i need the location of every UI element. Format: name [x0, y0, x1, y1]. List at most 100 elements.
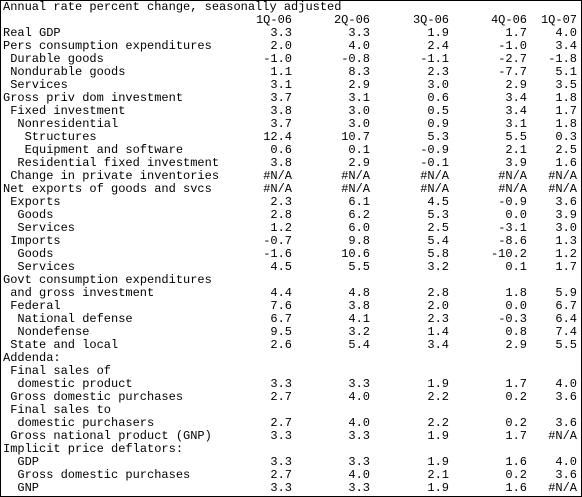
cell-value: 8.3	[348, 65, 370, 79]
cell-value: 2.3	[427, 312, 449, 326]
column-header: 1Q-06	[255, 13, 292, 27]
cell-value: 6.0	[348, 221, 370, 235]
cell-value: 3.9	[555, 208, 577, 222]
cell-value: 0.1	[348, 143, 370, 157]
cell-value: 2.5	[427, 221, 449, 235]
cell-value: 0.2	[505, 468, 527, 482]
cell-value: -0.7	[263, 234, 292, 248]
cell-value: -0.9	[420, 143, 449, 157]
cell-value: 1.7	[505, 26, 527, 40]
row-label: Implicit price deflators:	[3, 442, 184, 456]
cell-value: 9.5	[270, 325, 292, 339]
cell-value: 3.0	[555, 221, 577, 235]
row-label: Real GDP	[3, 26, 61, 40]
cell-value: 3.3	[270, 429, 292, 443]
cell-value: 9.8	[348, 234, 370, 248]
cell-value: 5.5	[348, 260, 370, 274]
cell-value: 3.3	[348, 481, 370, 495]
table-title: Annual rate percent change, seasonally a…	[3, 0, 342, 14]
row-label: Services	[17, 260, 75, 274]
cell-value: #N/A	[263, 182, 292, 196]
cell-value: 2.3	[270, 195, 292, 209]
row-label: Nonresidential	[17, 117, 119, 131]
row-label: National defense	[17, 312, 133, 326]
cell-value: 0.3	[555, 130, 577, 144]
cell-value: 2.0	[270, 39, 292, 53]
cell-value: 3.3	[270, 377, 292, 391]
cell-value: 4.1	[348, 312, 370, 326]
cell-value: 1.6	[505, 455, 527, 469]
cell-value: 3.3	[348, 377, 370, 391]
row-label: Final sales of	[10, 364, 112, 378]
cell-value: 1.6	[555, 156, 577, 170]
row-label: Imports	[10, 234, 61, 248]
row-label: Pers consumption expenditures	[3, 39, 212, 53]
cell-value: 4.8	[348, 286, 370, 300]
cell-value: #N/A	[548, 169, 577, 183]
cell-value: -1.8	[548, 52, 577, 66]
cell-value: 0.9	[427, 117, 449, 131]
row-label: Net exports of goods and svcs	[3, 182, 212, 196]
cell-value: 7.6	[270, 299, 292, 313]
cell-value: 3.9	[505, 156, 527, 170]
row-label: Nondurable goods	[10, 65, 126, 79]
cell-value: 4.5	[427, 195, 449, 209]
cell-value: 0.8	[505, 325, 527, 339]
cell-value: -0.1	[420, 156, 449, 170]
cell-value: -3.1	[498, 221, 527, 235]
cell-value: 0.2	[505, 416, 527, 430]
cell-value: 1.8	[555, 117, 577, 131]
cell-value: 3.6	[555, 468, 577, 482]
cell-value: 4.0	[348, 390, 370, 404]
cell-value: 2.9	[505, 338, 527, 352]
cell-value: #N/A	[420, 169, 449, 183]
cell-value: 4.0	[348, 416, 370, 430]
cell-value: 0.1	[505, 260, 527, 274]
cell-value: 5.8	[427, 247, 449, 261]
cell-value: #N/A	[420, 182, 449, 196]
cell-value: 2.5	[555, 143, 577, 157]
cell-value: 3.3	[270, 455, 292, 469]
cell-value: 0.6	[427, 91, 449, 105]
cell-value: 2.8	[427, 286, 449, 300]
cell-value: 3.8	[270, 104, 292, 118]
row-label: Exports	[10, 195, 61, 209]
row-label: Services	[10, 78, 68, 92]
cell-value: 2.7	[270, 468, 292, 482]
cell-value: 3.1	[505, 117, 527, 131]
cell-value: 3.4	[555, 39, 577, 53]
cell-value: 12.4	[263, 130, 292, 144]
row-label: domestic purchasers	[17, 416, 155, 430]
cell-value: -2.7	[498, 52, 527, 66]
cell-value: 2.1	[427, 468, 449, 482]
cell-value: #N/A	[548, 429, 577, 443]
cell-value: 0.6	[270, 143, 292, 157]
cell-value: 3.4	[505, 104, 527, 118]
cell-value: #N/A	[548, 182, 577, 196]
row-label: Gross domestic purchases	[17, 468, 191, 482]
cell-value: 3.1	[348, 91, 370, 105]
cell-value: 3.0	[348, 117, 370, 131]
cell-value: 3.2	[348, 325, 370, 339]
row-label: Gross domestic purchases	[10, 390, 184, 404]
row-label: Durable goods	[10, 52, 104, 66]
cell-value: 3.3	[270, 26, 292, 40]
cell-value: 5.5	[505, 130, 527, 144]
cell-value: -1.1	[420, 52, 449, 66]
cell-value: 1.7	[555, 104, 577, 118]
cell-value: 4.0	[555, 455, 577, 469]
cell-value: 3.6	[555, 195, 577, 209]
cell-value: 3.3	[348, 26, 370, 40]
cell-value: 5.3	[427, 130, 449, 144]
cell-value: 2.3	[427, 65, 449, 79]
cell-value: 2.6	[270, 338, 292, 352]
cell-value: -1.6	[263, 247, 292, 261]
cell-value: 1.7	[555, 260, 577, 274]
row-label: domestic product	[17, 377, 133, 391]
cell-value: 2.9	[348, 78, 370, 92]
row-label: Final sales to	[10, 403, 112, 417]
cell-value: 3.6	[555, 416, 577, 430]
row-label: GDP	[17, 455, 39, 469]
cell-value: #N/A	[341, 182, 370, 196]
row-label: Addenda:	[3, 351, 61, 365]
